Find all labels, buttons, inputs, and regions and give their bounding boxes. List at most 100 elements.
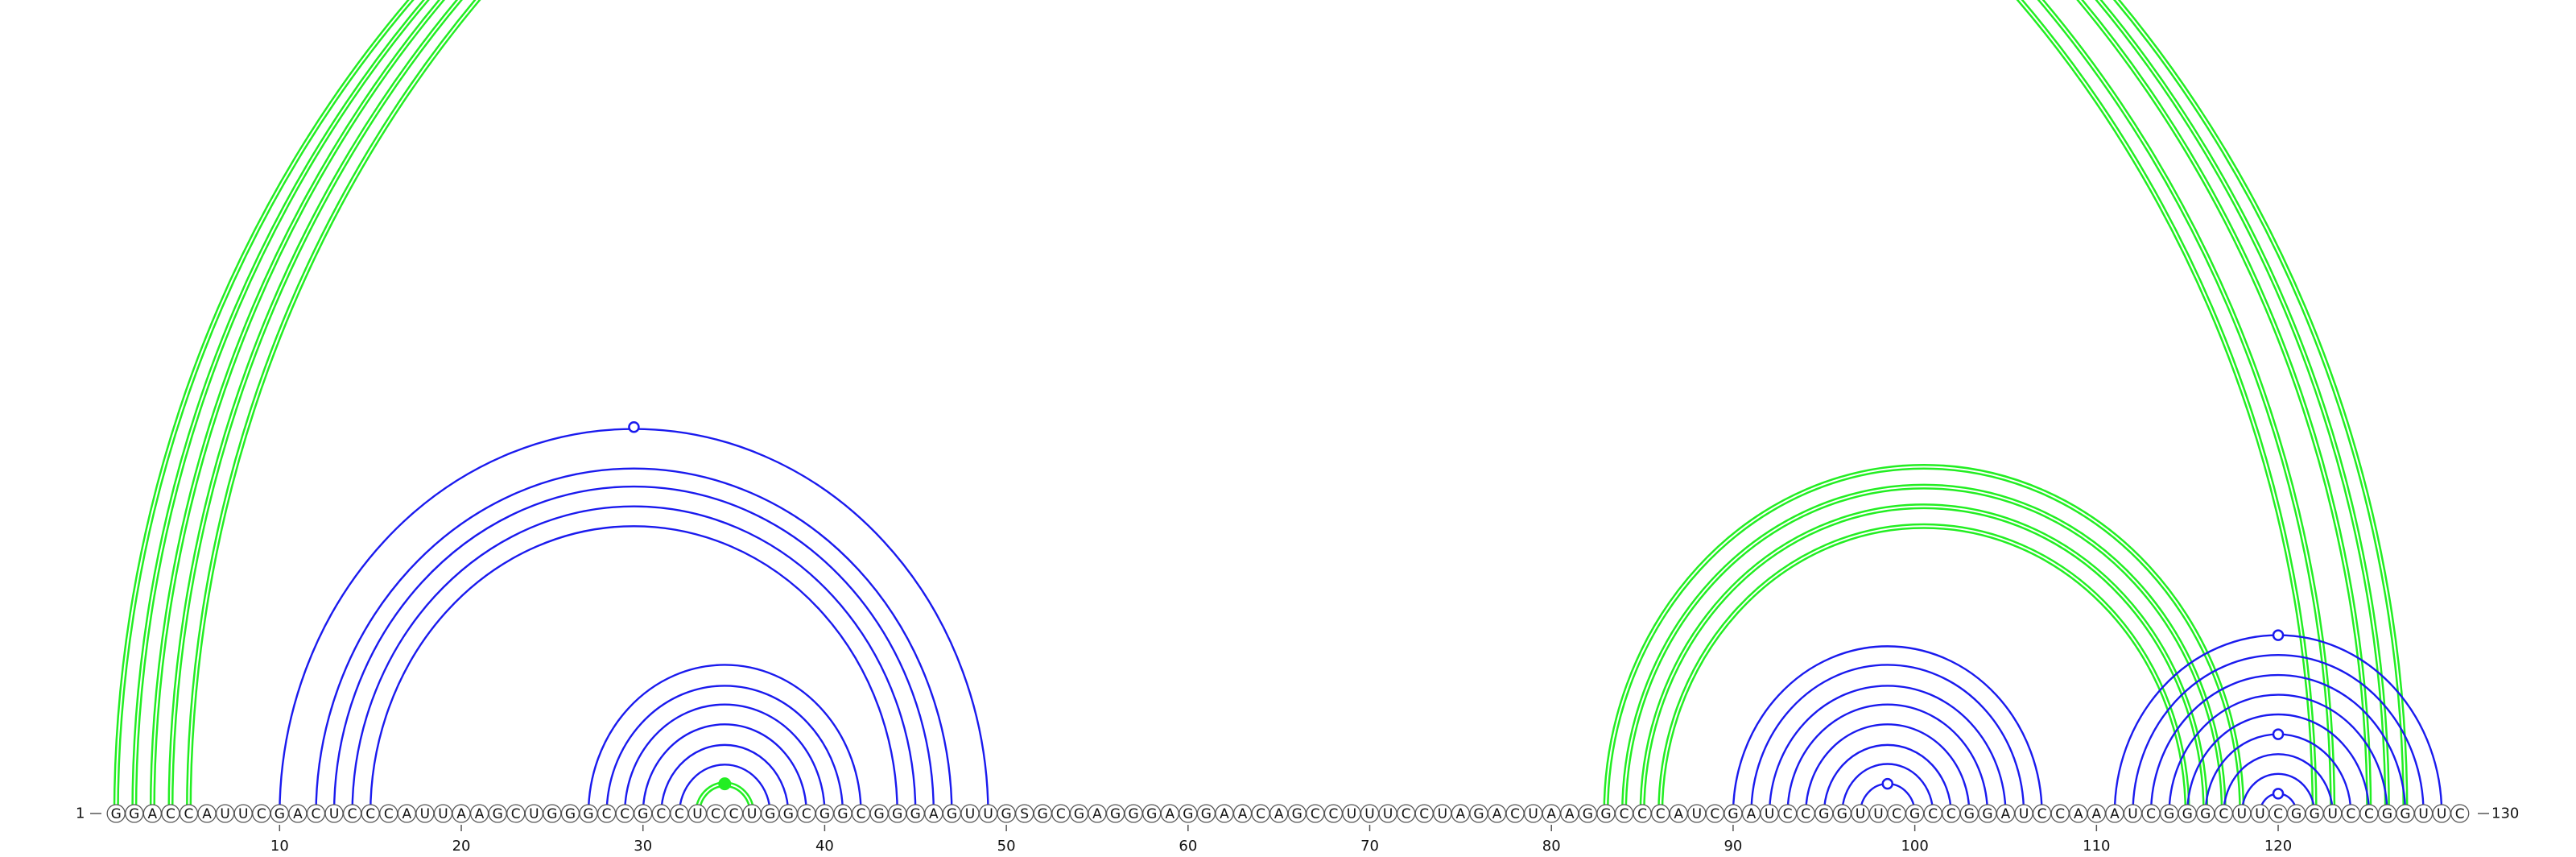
nucleotide-letter: C bbox=[2346, 806, 2355, 822]
nucleotide: G bbox=[2159, 804, 2179, 823]
nucleotide: G bbox=[1287, 804, 1307, 823]
nucleotide: G bbox=[942, 804, 962, 823]
nucleotide: C bbox=[706, 804, 725, 823]
nucleotide: A bbox=[1269, 804, 1289, 823]
nucleotide-letter: U bbox=[238, 806, 248, 822]
nucleotide-letter: A bbox=[929, 806, 939, 822]
nucleotide: A bbox=[1542, 804, 1561, 823]
nucleotide: U bbox=[324, 804, 344, 823]
nucleotide-letter: C bbox=[711, 806, 720, 822]
nucleotide: G bbox=[2377, 804, 2397, 823]
tick-label-90: 90 bbox=[1724, 838, 1742, 855]
nucleotide: C bbox=[1705, 804, 1725, 823]
nucleotide-letter: C bbox=[1946, 806, 1956, 822]
nucleotide-letter: G bbox=[1473, 806, 1484, 822]
nucleotide-letter: G bbox=[2382, 806, 2392, 822]
nucleotide-letter: G bbox=[2200, 806, 2211, 822]
arc-27-42 bbox=[587, 664, 862, 814]
arc-inner-stroke bbox=[1604, 466, 2243, 814]
nucleotide: C bbox=[306, 804, 326, 823]
nucleotide-letter: C bbox=[1801, 806, 1810, 822]
tick-label-10: 10 bbox=[270, 838, 289, 855]
nucleotide-letter: C bbox=[1256, 806, 1265, 822]
arc-stroke bbox=[623, 703, 826, 814]
nucleotide-letter: G bbox=[910, 806, 921, 822]
nucleotide: G bbox=[1596, 804, 1616, 823]
arc-5-127 bbox=[185, 0, 2409, 814]
nucleotide: G bbox=[1959, 804, 1979, 823]
tick-label-120: 120 bbox=[2264, 838, 2292, 855]
arc-13-46 bbox=[332, 485, 935, 814]
nucleotide: C bbox=[1796, 804, 1815, 823]
nucleotide: G bbox=[1469, 804, 1488, 823]
nucleotide-letter: G bbox=[1129, 806, 1139, 822]
nucleotide-letter: U bbox=[1856, 806, 1865, 822]
nucleotide-letter: C bbox=[1056, 806, 1066, 822]
arc-inner-stroke bbox=[1641, 505, 2207, 814]
nucleotide-letter: G bbox=[947, 806, 957, 822]
nucleotide-letter: C bbox=[365, 806, 375, 822]
nucleotide: G bbox=[906, 804, 925, 823]
nucleotide: C bbox=[1323, 804, 1344, 823]
nucleotide-letter: A bbox=[1238, 806, 1248, 822]
nucleotide-letter: A bbox=[2001, 806, 2011, 822]
nucleotide: C bbox=[179, 804, 199, 823]
nucleotide: U bbox=[2323, 804, 2343, 823]
nucleotide: G bbox=[1578, 804, 1598, 823]
arc-outer-stroke bbox=[131, 0, 2336, 814]
nucleotide: C bbox=[797, 804, 816, 823]
nucleotide-letter: G bbox=[111, 806, 122, 822]
nucleotide-letter: G bbox=[275, 806, 285, 822]
tick-label-60: 60 bbox=[1179, 838, 1197, 855]
nucleotide-letter: U bbox=[220, 806, 229, 822]
nucleotide: C bbox=[670, 804, 689, 823]
nucleotide: A bbox=[2105, 804, 2124, 823]
arcs-layer bbox=[113, 0, 2443, 814]
nucleotide-letter: U bbox=[747, 806, 757, 822]
nucleotide: C bbox=[2268, 804, 2288, 823]
nucleotide-letter: C bbox=[1783, 806, 1793, 822]
nucleotide: G bbox=[778, 804, 798, 823]
tick-label-50: 50 bbox=[997, 838, 1016, 855]
nucleotide: A bbox=[2069, 804, 2088, 823]
arc-90-107 bbox=[1732, 645, 2043, 814]
nucleotide: C bbox=[1051, 804, 1071, 823]
arc-84-117 bbox=[1621, 483, 2227, 814]
nucleotide: C bbox=[2214, 804, 2233, 823]
nucleotide: C bbox=[2341, 804, 2360, 823]
arc-117-123 bbox=[2223, 753, 2334, 814]
nucleotide-letter: A bbox=[1456, 806, 1466, 822]
nucleotide-letter: C bbox=[1892, 806, 1901, 822]
nucleotide-letter: G bbox=[1201, 806, 1212, 822]
nucleotide: G bbox=[2196, 804, 2215, 823]
marker-open-119-121 bbox=[2272, 788, 2285, 800]
tick-label-110: 110 bbox=[2083, 838, 2110, 855]
nucleotide-letter: G bbox=[1964, 806, 1975, 822]
nucleotide-letter: G bbox=[1837, 806, 1847, 822]
nucleotide-letter: C bbox=[348, 806, 357, 822]
nucleotide: G bbox=[1142, 804, 1162, 823]
nucleotide-letter: G bbox=[493, 806, 503, 822]
nucleotide-letter: C bbox=[1656, 806, 1666, 822]
arc-stroke bbox=[2113, 634, 2443, 814]
nucleotide: C bbox=[2050, 804, 2070, 823]
nucleotide-letter: G bbox=[638, 806, 648, 822]
arc-inner-stroke bbox=[169, 0, 2388, 814]
nucleotide-circle bbox=[2450, 804, 2470, 823]
nucleotide-letter: G bbox=[2310, 806, 2320, 822]
nucleotide-letter: U bbox=[2128, 806, 2137, 822]
nucleotide-letter: U bbox=[1692, 806, 1702, 822]
nucleotide: U bbox=[1378, 804, 1397, 823]
nucleotide-letter: A bbox=[148, 806, 158, 822]
nucleotide-letter: U bbox=[1383, 806, 1393, 822]
arc-29-40 bbox=[623, 703, 826, 814]
nucleotide-letter: C bbox=[2273, 806, 2283, 822]
nucleotide: C bbox=[1923, 804, 1942, 823]
arc-inner-stroke bbox=[133, 0, 2334, 814]
nucleotide-letter: C bbox=[2364, 806, 2374, 822]
nucleotide: U bbox=[1868, 804, 1889, 823]
nucleotide: U bbox=[1851, 804, 1870, 823]
nucleotide: G bbox=[543, 804, 562, 823]
nucleotide: C bbox=[1650, 804, 1670, 823]
